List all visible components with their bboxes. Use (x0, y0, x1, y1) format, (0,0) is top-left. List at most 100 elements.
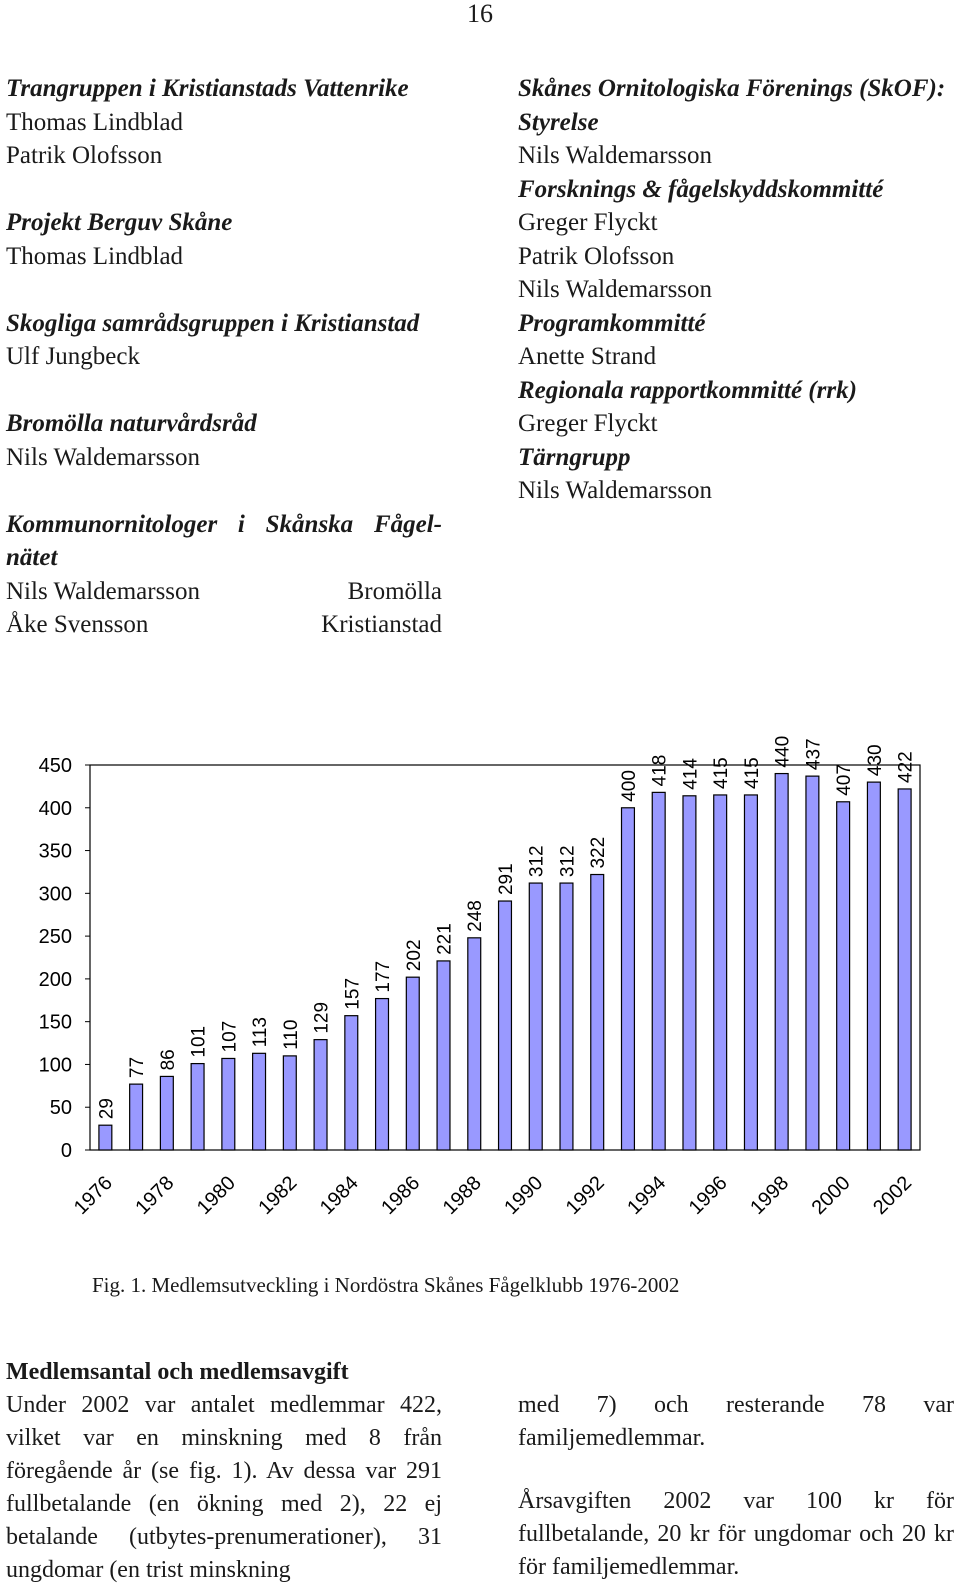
data-label: 248 (465, 900, 486, 932)
kommun-heading-cont: nätet (6, 544, 58, 571)
bar-1996 (713, 794, 728, 1151)
body-paragraph: Årsavgiften 2002 var 100 kr för fullbeta… (518, 1488, 954, 1580)
group-heading: Projekt Berguv Skåne (6, 209, 233, 236)
x-tick-label: 1982 (254, 1172, 301, 1219)
group-heading: Bromölla naturvårdsråd (6, 410, 257, 437)
y-tick-label: 250 (39, 926, 72, 948)
right-column: Skånes Ornitologiska Förenings (SkOF): S… (518, 72, 954, 508)
x-tick-label: 1978 (131, 1172, 178, 1219)
y-tick-label: 300 (39, 883, 72, 905)
data-label: 312 (527, 845, 548, 877)
page-number: 16 (467, 0, 493, 28)
data-label: 110 (281, 1020, 302, 1050)
bar-1987 (436, 960, 451, 1151)
x-tick-label: 1994 (623, 1172, 670, 1219)
member-name: Greger Flyckt (518, 209, 658, 236)
bar-1986 (405, 976, 420, 1151)
bar-1979 (190, 1062, 205, 1151)
bar-1992 (590, 873, 605, 1151)
bar-1980 (221, 1057, 236, 1151)
y-tick-label: 0 (61, 1140, 72, 1162)
data-label: 107 (219, 1021, 240, 1053)
data-label: 221 (435, 923, 456, 955)
bar-1995 (682, 795, 697, 1151)
bar-1984 (344, 1015, 359, 1151)
bar-2000 (836, 801, 851, 1151)
data-label: 291 (496, 863, 517, 895)
data-label: 430 (865, 744, 886, 776)
data-label: 414 (680, 758, 701, 790)
member-name: Thomas Lindblad (6, 242, 184, 270)
body-paragraph: Under 2002 var antalet medlemmar 422, vi… (6, 1392, 442, 1583)
kommun-row: Åke Svensson Kristianstad (6, 608, 442, 642)
data-label: 407 (834, 764, 855, 796)
data-label: 415 (711, 757, 732, 789)
x-tick-label: 2002 (869, 1172, 916, 1219)
data-label: 322 (588, 837, 609, 869)
bar-1997 (743, 794, 758, 1151)
x-tick-label: 1986 (377, 1172, 424, 1219)
x-tick-label: 1996 (685, 1172, 732, 1219)
member-name: Greger Flyckt (518, 410, 658, 437)
left-column: Trangruppen i Kristianstads Vattenrike T… (6, 72, 442, 642)
group-heading: Styrelse (518, 108, 599, 136)
member-place: Bromölla (347, 577, 442, 605)
bar-1993 (620, 807, 636, 1151)
group-heading: Tärngrupp (518, 443, 631, 471)
y-tick-label: 50 (50, 1097, 72, 1119)
bar-1982 (282, 1055, 297, 1151)
x-tick-label: 1984 (316, 1172, 363, 1219)
x-tick-label: 1998 (746, 1172, 793, 1219)
bar-1998 (774, 772, 789, 1151)
member-name: Patrik Olofsson (6, 142, 163, 169)
data-label: 29 (96, 1098, 117, 1119)
figure-caption: Fig. 1. Medlemsutveckling i Nordöstra Sk… (92, 1273, 680, 1297)
body-paragraph: med 7) och resterande 78 var familjemedl… (518, 1392, 954, 1451)
x-tick-label: 1988 (439, 1172, 486, 1219)
bar-1994 (651, 791, 666, 1151)
data-label: 86 (158, 1049, 179, 1070)
member-name: Åke Svensson (6, 611, 149, 638)
group-heading: Regionala rapportkommitté (rrk) (518, 376, 857, 404)
kommun-heading: Kommunornitologer i Skånska Fågel- (6, 510, 442, 538)
membership-bar-chart: 0 50 100 150 200 250 300 350 400 450 29 77 86 101 107 1… (39, 736, 921, 1219)
data-label: 312 (557, 845, 578, 877)
x-tick-label: 1992 (562, 1172, 609, 1219)
section-title: Medlemsantal och medlemsavgift (6, 1359, 349, 1385)
y-tick-label: 100 (39, 1054, 72, 1076)
member-name: Thomas Lindblad (6, 108, 184, 136)
bar-1990 (528, 882, 543, 1151)
data-label: 101 (189, 1026, 210, 1058)
y-tick-label: 200 (39, 969, 72, 991)
x-tick-label: 1980 (193, 1172, 240, 1219)
data-label: 77 (127, 1057, 148, 1078)
member-name: Nils Waldemarsson (518, 477, 713, 504)
group-heading: Programkommitté (518, 309, 706, 337)
bar-1989 (497, 900, 513, 1151)
bar-1991 (559, 882, 574, 1151)
data-label: 418 (650, 755, 671, 787)
y-tick-label: 450 (39, 755, 72, 777)
member-name: Anette Strand (518, 343, 657, 370)
data-label: 422 (896, 751, 917, 783)
data-label: 177 (373, 961, 394, 993)
x-tick-label: 2000 (808, 1172, 855, 1219)
data-label: 113 (250, 1017, 271, 1047)
member-name: Nils Waldemarsson (6, 577, 201, 605)
member-place: Kristianstad (321, 611, 442, 638)
member-name: Nils Waldemarsson (518, 276, 713, 303)
y-tick-label: 350 (39, 841, 72, 863)
data-label: 157 (342, 978, 363, 1010)
x-tick-label: 1976 (70, 1172, 117, 1219)
bar-2001 (866, 781, 881, 1151)
body-left-column: Medlemsantal och medlemsavgift Under 200… (6, 1356, 442, 1587)
data-label: 415 (742, 757, 763, 789)
x-tick-label: 1990 (500, 1172, 547, 1219)
data-label: 400 (619, 770, 640, 802)
data-label: 129 (312, 1002, 333, 1034)
bar-1983 (313, 1039, 328, 1151)
bar-1981 (252, 1052, 267, 1151)
bar-1976 (98, 1124, 113, 1151)
body-right-column: med 7) och resterande 78 var familjemedl… (518, 1389, 954, 1584)
bar-1999 (805, 775, 820, 1151)
